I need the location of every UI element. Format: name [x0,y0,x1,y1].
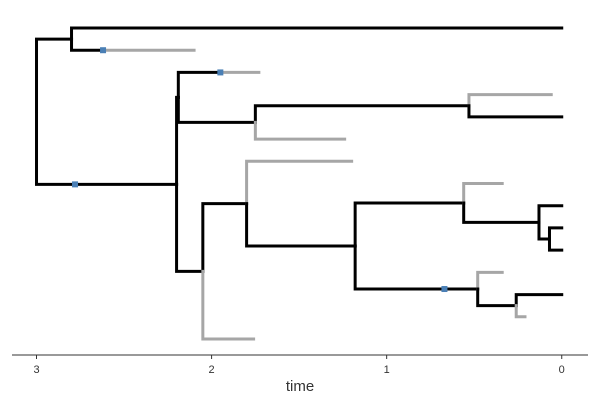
x-tick-label: 0 [559,364,565,376]
branch [462,182,504,205]
branch [514,293,564,308]
x-tick-label: 3 [33,364,39,376]
branch [245,202,357,248]
x-tick-label: 1 [384,364,390,376]
branch [353,201,466,248]
branch [514,304,527,319]
branch [176,95,257,124]
fossil-marker [441,286,448,293]
branch [462,201,541,224]
branch [467,93,553,108]
x-axis-label: time [286,378,314,395]
branch [201,202,249,273]
x-tick-label: 2 [209,364,215,376]
branch [537,204,564,224]
branch [467,104,564,119]
fossil-marker [72,181,79,188]
branch [35,37,74,114]
branch [35,110,77,186]
branch [70,37,105,52]
branch [476,270,504,291]
fossil-marker [100,47,107,54]
branch [547,226,564,241]
branch [253,104,471,124]
branch [70,26,564,41]
fossil-marker [217,69,224,76]
branch [476,287,518,308]
branch [253,120,347,141]
branch [175,182,205,273]
branch [353,244,446,291]
branch [245,159,354,206]
branch [537,220,551,241]
branch [176,70,222,99]
branch [201,269,256,341]
branch [547,237,564,252]
